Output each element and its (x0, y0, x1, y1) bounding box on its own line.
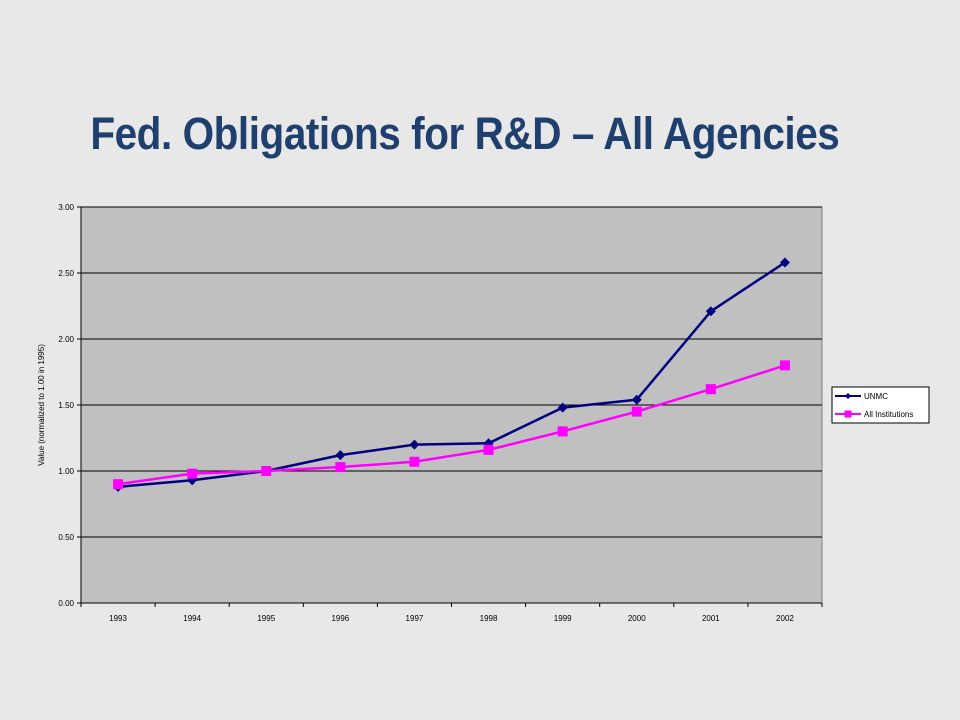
data-point-diamond (631, 394, 642, 405)
x-tick-label: 1997 (406, 614, 424, 623)
data-point-diamond (779, 257, 790, 268)
x-tick-label: 2000 (628, 614, 646, 623)
data-point-square (187, 468, 198, 479)
legend-swatch-marker (844, 410, 852, 418)
data-point-square (483, 444, 494, 455)
x-tick-label: 1998 (480, 614, 498, 623)
data-point-diamond (409, 439, 420, 450)
data-point-square (705, 384, 716, 395)
data-point-diamond (557, 402, 568, 413)
legend-label: UNMC (864, 392, 888, 401)
gridlines (81, 206, 822, 538)
data-point-square (113, 479, 124, 490)
x-tick-label: 1993 (109, 614, 127, 623)
legend: UNMC All Institutions (831, 386, 930, 424)
axes: 0.00 0.50 1.00 1.50 2.00 2.50 3.00 1993 1994 1995… (58, 203, 823, 623)
data-point-square (631, 406, 642, 417)
x-tick-label: 1999 (554, 614, 572, 623)
data-point-square (557, 426, 568, 437)
data-point-square (779, 360, 790, 371)
x-tick-label: 1996 (331, 614, 349, 623)
y-tick-label: 2.00 (58, 335, 74, 344)
x-tick-label: 2002 (776, 614, 794, 623)
y-tick-label: 1.00 (58, 467, 74, 476)
data-point-diamond (705, 306, 716, 317)
y-tick-label: 3.00 (58, 203, 74, 212)
legend-swatch-marker (845, 393, 851, 399)
series-line (117, 364, 786, 486)
y-axis-title: Value (normalized to 1.00 in 1995) (37, 344, 46, 466)
y-tick-label: 0.00 (58, 599, 74, 608)
data-point-square (261, 466, 272, 476)
data-point-square (335, 462, 346, 473)
series-line (117, 261, 786, 489)
series-lines (113, 257, 790, 492)
data-point-diamond (335, 450, 346, 461)
legend-label: All Institutions (864, 410, 913, 419)
y-tick-label: 0.50 (58, 533, 74, 542)
x-tick-label: 1995 (257, 614, 275, 623)
data-point-square (409, 456, 420, 467)
y-tick-label: 1.50 (58, 401, 74, 410)
x-tick-label: 1994 (183, 614, 201, 623)
y-tick-label: 2.50 (58, 269, 74, 278)
x-tick-label: 2001 (702, 614, 720, 623)
slide-title: Fed. Obligations for R&D – All Agencies (90, 108, 840, 159)
